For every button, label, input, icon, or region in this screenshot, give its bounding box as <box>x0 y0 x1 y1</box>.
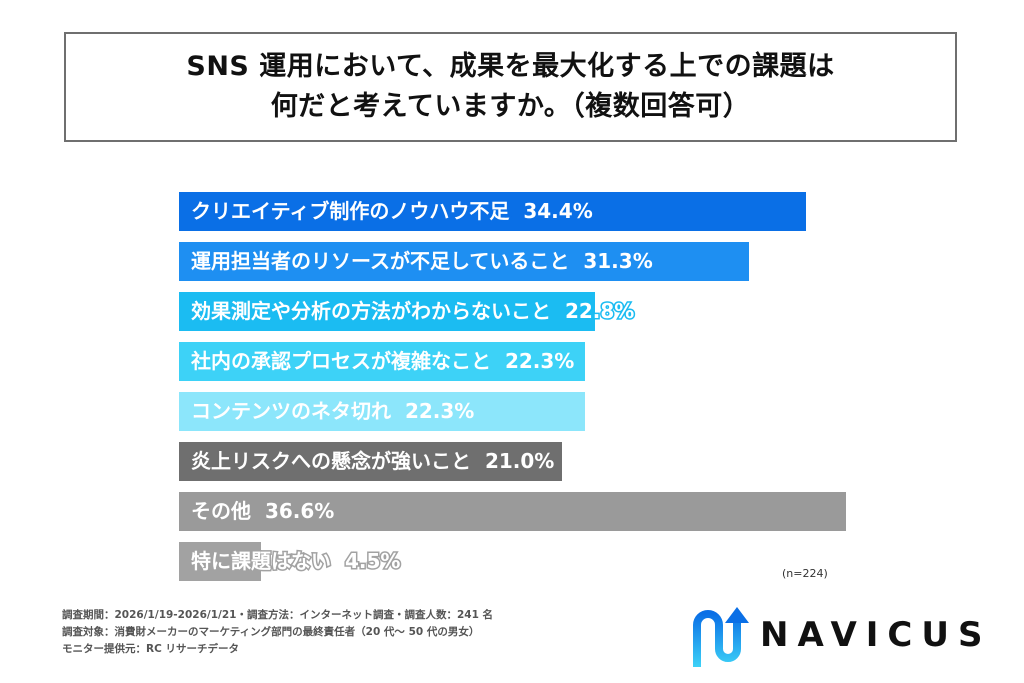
survey-footnote: 調査期間：2026/1/19-2026/1/21・調査方法：インターネット調査・… <box>62 607 493 658</box>
bar-label: 炎上リスクへの懸念が強いこと 21.0% <box>190 442 556 481</box>
navicus-logo: NAVICUS <box>690 603 982 669</box>
bar <box>179 342 585 381</box>
bar-category-label: 特に課題はない <box>190 548 333 575</box>
bar-value-label: 22.3% <box>503 348 575 375</box>
bar-value-label: 22.3% <box>403 398 475 425</box>
bar <box>179 542 261 581</box>
bar-category-label: 効果測定や分析の方法がわからないこと <box>190 298 553 325</box>
bar-category-label: 運用担当者のリソースが不足していること <box>189 248 570 275</box>
bar-label: 運用担当者のリソースが不足していること 31.3% <box>189 242 654 281</box>
bar <box>179 292 595 331</box>
bar-category-label: クリエイティブ制作のノウハウ不足 <box>189 198 510 225</box>
footnote-survey-period: 調査期間：2026/1/19-2026/1/21・調査方法：インターネット調査・… <box>62 609 494 621</box>
bar-label: 特に課題はない 4.5% <box>190 542 402 581</box>
bar-label: コンテンツのネタ切れ 22.3% <box>190 392 476 431</box>
bar-label: クリエイティブ制作のノウハウ不足 34.4% <box>189 192 594 231</box>
bar <box>179 392 585 431</box>
bar-label: その他 36.6% <box>190 492 336 531</box>
bar-value-label: 31.3% <box>582 248 654 275</box>
bar-value-label: 22.8% <box>563 298 635 325</box>
navicus-logo-text: NAVICUS <box>760 615 992 655</box>
bar-value-label: 34.4% <box>522 198 594 225</box>
bar-category-label: コンテンツのネタ切れ <box>190 398 393 425</box>
sample-size-label: (n=224) <box>782 567 828 580</box>
navicus-arrow-icon <box>693 607 749 667</box>
footnote-monitor-provider: モニター提供元：RC リサーチデータ <box>62 643 239 655</box>
footnote-survey-target: 調査対象：消費財メーカーのマーケティング部門の最終責任者（20 代～ 50 代の… <box>62 626 480 638</box>
chart-title-line-2: 何だと考えていますか。（複数回答可） <box>270 91 751 122</box>
bar-value-label: 36.6% <box>263 498 335 525</box>
bar-label: 効果測定や分析の方法がわからないこと 22.8% <box>190 292 636 331</box>
bar-value-label: 4.5% <box>343 548 401 575</box>
bar <box>179 442 562 481</box>
bar <box>179 242 749 281</box>
bar-value-label: 21.0% <box>483 448 555 475</box>
bar-category-label: 炎上リスクへの懸念が強いこと <box>190 448 473 475</box>
chart-title-line-1: SNS 運用において、成果を最大化する上での課題は <box>186 51 835 82</box>
bar-label: 社内の承認プロセスが複雑なこと 22.3% <box>190 342 576 381</box>
chart-title-box: SNS 運用において、成果を最大化する上での課題は 何だと考えていますか。（複数… <box>64 32 957 142</box>
bar-category-label: 社内の承認プロセスが複雑なこと <box>190 348 493 375</box>
bar <box>179 192 806 231</box>
bar-category-label: その他 <box>190 498 253 525</box>
bar-chart: クリエイティブ制作のノウハウ不足 34.4% 運用担当者のリソースが不足しているこ… <box>179 192 846 581</box>
bar <box>179 492 846 531</box>
